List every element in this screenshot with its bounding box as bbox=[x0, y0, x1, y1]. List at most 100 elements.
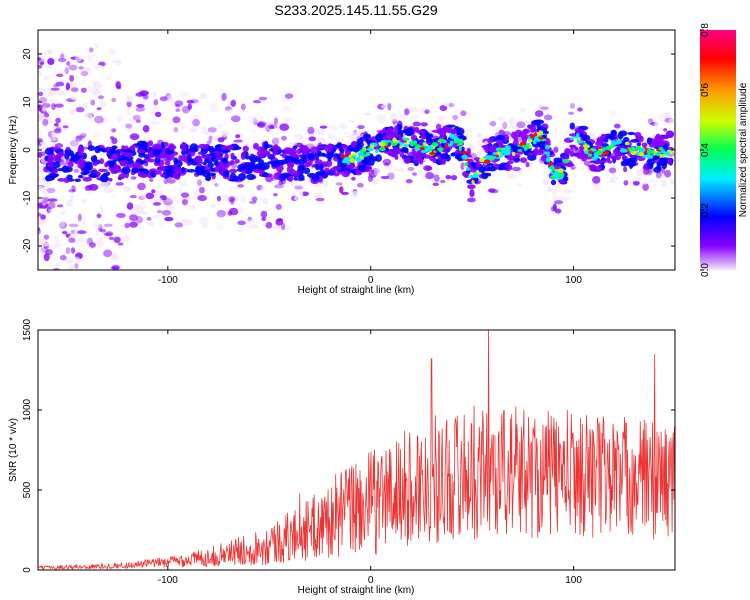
spectrogram-cell bbox=[95, 239, 104, 248]
spectrogram-cell bbox=[352, 190, 359, 198]
spectrogram-cell bbox=[246, 173, 256, 181]
spectrogram-cell bbox=[624, 159, 633, 163]
spectrogram-cell bbox=[35, 277, 43, 285]
spectrogram-cell bbox=[445, 174, 452, 180]
spectrogram-cell bbox=[58, 221, 68, 229]
spectrogram-cell bbox=[237, 163, 248, 171]
spectrogram-cell bbox=[76, 238, 86, 243]
spectrogram-cell bbox=[103, 185, 114, 194]
spectrogram-cell bbox=[428, 152, 436, 155]
spectrogram-cell bbox=[251, 129, 257, 133]
spectrogram-cell bbox=[38, 56, 42, 61]
spectrogram-cell bbox=[663, 128, 668, 132]
spectrogram-cell bbox=[622, 148, 628, 153]
spectrogram-cell bbox=[414, 144, 421, 149]
spectrogram-cell bbox=[534, 110, 544, 117]
spectrogram-cell bbox=[252, 100, 262, 104]
spectrogram-cell bbox=[78, 152, 86, 156]
spectrogram-cell bbox=[129, 214, 139, 222]
spectrogram-cell bbox=[450, 175, 458, 181]
spectrogram-cell bbox=[263, 143, 268, 150]
spectrogram-cell bbox=[504, 164, 512, 168]
spectrogram-cell bbox=[497, 116, 505, 121]
spectrogram-cell bbox=[220, 145, 226, 151]
spectrogram-cell bbox=[554, 171, 560, 176]
spectrogram-cell bbox=[519, 157, 528, 164]
spectrogram-cell bbox=[273, 144, 279, 149]
spectrogram-cell bbox=[38, 233, 42, 237]
spectrogram-cell bbox=[519, 107, 526, 113]
spectrogram-cell bbox=[152, 202, 162, 206]
spectrogram-cell bbox=[614, 152, 622, 161]
spectrogram-cell bbox=[360, 185, 367, 192]
spectrogram-cell bbox=[255, 163, 263, 168]
spectrogram-cell bbox=[43, 112, 50, 118]
spectrogram-cell bbox=[172, 116, 181, 124]
spectrogram-cell bbox=[245, 219, 256, 226]
spectrogram-cell bbox=[78, 66, 84, 70]
spectrogram-cell bbox=[522, 128, 531, 134]
x-tick-label: 100 bbox=[565, 275, 582, 286]
spectrogram-cell bbox=[99, 118, 110, 124]
spectrogram-cell bbox=[392, 166, 399, 171]
spectrogram-cell bbox=[165, 205, 175, 210]
spectrogram-cell bbox=[297, 166, 306, 171]
spectrogram-cell bbox=[635, 176, 643, 180]
spectrogram-cell bbox=[208, 101, 218, 109]
spectrogram-cell bbox=[208, 135, 213, 142]
spectrogram-cell bbox=[103, 249, 113, 258]
spectrogram-cell bbox=[635, 146, 642, 151]
spectrogram-cell bbox=[424, 172, 435, 180]
spectrogram-cell bbox=[501, 159, 507, 163]
spectrogram-cell bbox=[508, 117, 515, 126]
spectrogram-cell bbox=[564, 148, 571, 155]
spectrogram-cell bbox=[388, 150, 397, 157]
x-tick-label: -100 bbox=[158, 275, 178, 286]
spectrogram-cell bbox=[438, 118, 444, 124]
spectrogram-cell bbox=[268, 148, 274, 152]
spectrogram-cell bbox=[175, 104, 181, 108]
spectrogram-cell bbox=[451, 128, 457, 135]
spectrogram-cell bbox=[461, 135, 467, 141]
spectrogram-cell bbox=[216, 155, 222, 161]
spectrogram-cell bbox=[55, 239, 61, 244]
spectrogram-cell bbox=[352, 152, 358, 156]
spectrogram-cell bbox=[428, 148, 432, 152]
spectrogram-cell bbox=[433, 166, 440, 173]
spectrogram-cell bbox=[109, 48, 117, 56]
spectrogram-cell bbox=[602, 151, 610, 156]
spectrogram-cell bbox=[230, 99, 236, 107]
spectrogram-cell bbox=[262, 151, 270, 155]
spectrogram-cell bbox=[136, 104, 145, 108]
spectrogram-cell bbox=[293, 176, 298, 181]
spectrogram-cell bbox=[188, 204, 196, 210]
spectrogram-cell bbox=[49, 138, 58, 142]
spectrogram-cell bbox=[257, 120, 267, 128]
spectrogram-cell bbox=[181, 141, 186, 148]
spectrogram-cell bbox=[557, 179, 567, 184]
spectrogram-cell bbox=[70, 247, 76, 254]
spectrogram-cell bbox=[198, 165, 205, 173]
spectrogram-cell bbox=[280, 135, 287, 141]
spectrogram-cell bbox=[64, 257, 73, 264]
spectrogram-cell bbox=[465, 169, 471, 174]
spectrogram-cell bbox=[569, 122, 575, 130]
spectrogram-cell bbox=[267, 123, 278, 130]
spectrogram-cell bbox=[577, 107, 583, 112]
spectrogram-cell bbox=[550, 186, 558, 195]
spectrogram-cell bbox=[592, 175, 601, 184]
spectrogram-cell bbox=[132, 114, 141, 121]
spectrogram-cell bbox=[319, 125, 328, 129]
spectrogram-cell bbox=[138, 152, 146, 158]
spectrogram-cell bbox=[65, 82, 71, 91]
spectrogram-cell bbox=[66, 61, 71, 66]
spectrogram-cell bbox=[152, 92, 157, 97]
spectrogram-cell bbox=[39, 61, 45, 66]
spectrogram-cell bbox=[157, 165, 166, 172]
spectrogram-cell bbox=[73, 256, 81, 265]
spectrogram-cell bbox=[171, 196, 177, 201]
spectrogram-cell bbox=[74, 178, 82, 183]
spectrogram-cell bbox=[38, 167, 44, 173]
spectrogram-cell bbox=[359, 149, 366, 153]
spectrogram-cell bbox=[40, 141, 47, 145]
